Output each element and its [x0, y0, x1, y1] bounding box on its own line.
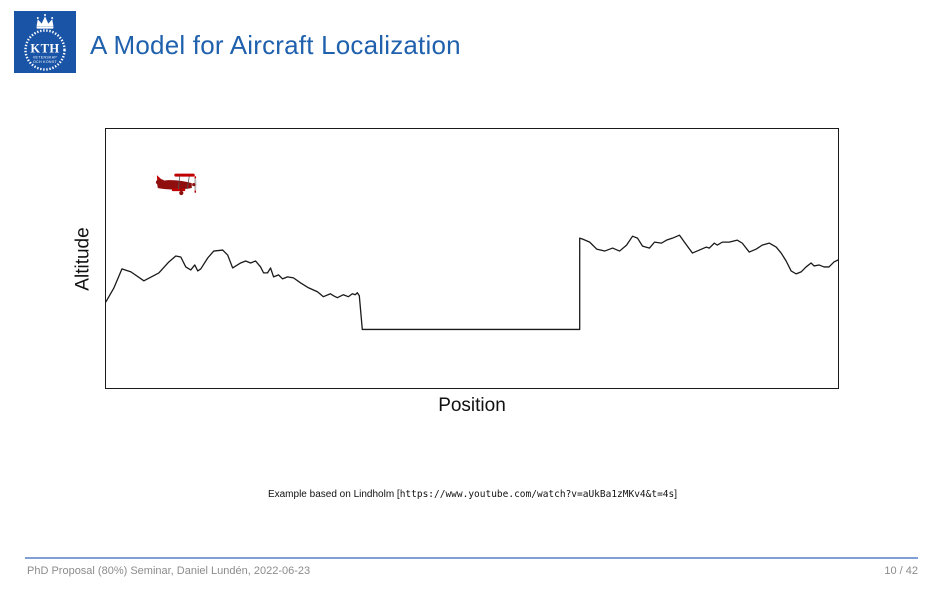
- terrain-plot: [106, 173, 838, 331]
- logo-subtext-1: VETENSKAP: [33, 56, 58, 60]
- footer-author-text: PhD Proposal (80%) Seminar, Daniel Lundé…: [27, 565, 311, 577]
- logo-subtext-2: OCH KONST: [33, 60, 58, 64]
- logo-acronym: KTH: [30, 42, 59, 56]
- kth-logo: KTH VETENSKAP OCH KONST: [14, 11, 76, 73]
- airplane-icon: [155, 173, 197, 196]
- footer-page-number: 10 / 42: [884, 565, 918, 577]
- caption-suffix: ]: [674, 489, 678, 500]
- caption-url-link[interactable]: https://www.youtube.com/watch?v=aUkBa1zM…: [399, 489, 675, 500]
- plot-frame: [105, 128, 839, 389]
- y-axis-label-wrap: Altitude: [70, 128, 98, 389]
- x-axis-label: Position: [438, 395, 506, 416]
- caption-prefix: Example based on Lindholm [: [267, 489, 400, 500]
- terrain-line: [106, 234, 838, 331]
- caption: Example based on Lindholm [https://www.y…: [0, 489, 945, 500]
- y-axis-label: Altitude: [73, 226, 94, 291]
- footer-divider: [25, 557, 918, 559]
- crown-icon: [36, 14, 54, 29]
- slide-title: A Model for Aircraft Localization: [90, 30, 461, 60]
- laurel-ring: [24, 29, 66, 71]
